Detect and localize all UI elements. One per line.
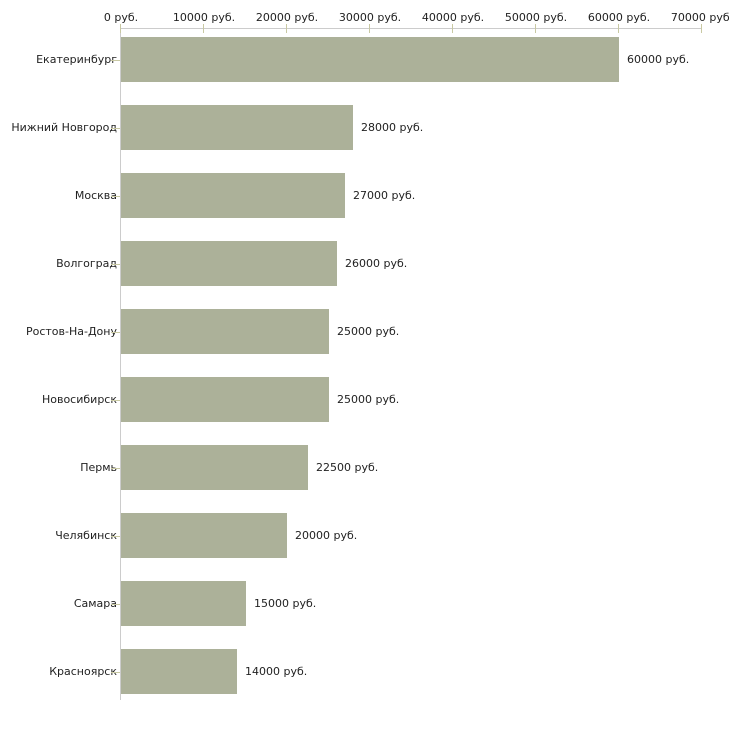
bar-3 — [121, 173, 345, 218]
y-axis-tick-mark — [111, 603, 120, 605]
x-axis-tick-mark — [618, 24, 619, 33]
y-axis-tick-mark — [111, 331, 120, 333]
y-axis-tick-mark — [111, 399, 120, 401]
y-axis-tick-mark — [111, 263, 120, 265]
bar-9 — [121, 581, 246, 626]
x-axis-tick-label: 20000 руб. — [255, 11, 319, 24]
bar-8 — [121, 513, 287, 558]
x-axis-tick-label: 50000 руб. — [504, 11, 568, 24]
category-label: Москва — [74, 188, 117, 202]
y-axis-tick-mark — [111, 671, 120, 673]
x-axis-tick-mark — [286, 24, 287, 33]
x-axis-tick-mark — [701, 24, 702, 33]
bar-4 — [121, 241, 337, 286]
category-label: Красноярск — [49, 664, 117, 678]
bar-value-label: 14000 руб. — [245, 664, 308, 678]
x-axis-tick-label: 10000 руб. — [172, 11, 236, 24]
bar-value-label: 15000 руб. — [254, 596, 317, 610]
category-label: Самара — [73, 596, 117, 610]
category-label: Нижний Новгород — [11, 120, 117, 134]
x-axis-tick-label: 30000 руб. — [338, 11, 402, 24]
bar-value-label: 60000 руб. — [627, 52, 690, 66]
x-axis-tick-label: 40000 руб. — [421, 11, 485, 24]
y-axis-tick-mark — [111, 535, 120, 537]
category-label: Новосибирск — [41, 392, 117, 406]
x-axis-tick-mark — [120, 24, 121, 33]
bar-value-label: 26000 руб. — [345, 256, 408, 270]
plot-area — [120, 24, 702, 700]
x-axis-tick-label: 0 руб. — [103, 11, 139, 24]
x-axis-tick-label: 60000 руб. — [587, 11, 651, 24]
bar-10 — [121, 649, 237, 694]
bar-7 — [121, 445, 308, 490]
category-label: Пермь — [80, 460, 117, 474]
bar-value-label: 25000 руб. — [337, 324, 400, 338]
x-axis-tick-mark — [369, 24, 370, 33]
category-label: Челябинск — [55, 528, 117, 542]
y-axis-tick-mark — [111, 59, 120, 61]
bar-2 — [121, 105, 353, 150]
bar-5 — [121, 309, 329, 354]
category-label: Екатеринбург — [36, 52, 117, 66]
x-axis-tick-mark — [452, 24, 453, 33]
bar-value-label: 27000 руб. — [353, 188, 416, 202]
bar-6 — [121, 377, 329, 422]
bar-value-label: 28000 руб. — [361, 120, 424, 134]
y-axis-tick-mark — [111, 127, 120, 129]
x-axis-tick-label: 70000 руб. — [670, 11, 730, 24]
bar-value-label: 22500 руб. — [316, 460, 379, 474]
category-label: Волгоград — [56, 256, 117, 270]
bar-value-label: 25000 руб. — [337, 392, 400, 406]
x-axis-tick-mark — [203, 24, 204, 33]
bar-1 — [121, 37, 619, 82]
category-label: Ростов-На-Дону — [25, 324, 117, 338]
bar-value-label: 20000 руб. — [295, 528, 358, 542]
x-axis-tick-mark — [535, 24, 536, 33]
y-axis-tick-mark — [111, 467, 120, 469]
y-axis-tick-mark — [111, 195, 120, 197]
